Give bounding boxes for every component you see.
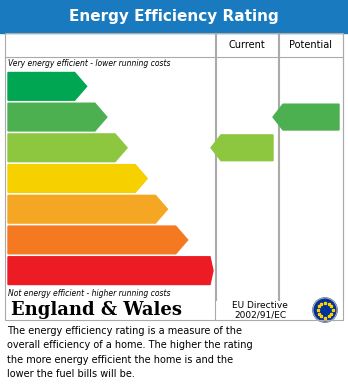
Text: A: A: [73, 80, 82, 93]
Text: EU Directive: EU Directive: [232, 301, 288, 310]
Polygon shape: [211, 135, 273, 161]
Text: G: G: [199, 264, 209, 277]
Text: (39-54): (39-54): [11, 205, 40, 214]
Text: Energy Efficiency Rating: Energy Efficiency Rating: [69, 9, 279, 24]
Text: Very energy efficient - lower running costs: Very energy efficient - lower running co…: [8, 59, 171, 68]
Text: Current: Current: [229, 40, 266, 50]
Text: (81-91): (81-91): [11, 113, 40, 122]
Bar: [5, 300, 343, 320]
Polygon shape: [8, 165, 147, 192]
Text: Not energy efficient - higher running costs: Not energy efficient - higher running co…: [8, 289, 171, 298]
Text: B: B: [93, 111, 103, 124]
Polygon shape: [8, 134, 127, 161]
Text: Potential: Potential: [290, 40, 332, 50]
Text: C: C: [113, 141, 122, 154]
Polygon shape: [273, 104, 339, 130]
Text: E: E: [154, 203, 163, 216]
Text: The energy efficiency rating is a measure of the
overall efficiency of a home. T: The energy efficiency rating is a measur…: [7, 326, 253, 379]
Text: England & Wales: England & Wales: [11, 301, 182, 319]
Text: F: F: [174, 233, 183, 246]
Text: (69-80): (69-80): [11, 143, 40, 152]
Bar: [0, 0, 348, 33]
Text: (1-20): (1-20): [11, 266, 35, 275]
Text: (21-38): (21-38): [11, 235, 40, 244]
Polygon shape: [8, 257, 213, 285]
Polygon shape: [8, 196, 167, 223]
Polygon shape: [8, 103, 107, 131]
Polygon shape: [8, 226, 188, 254]
Text: D: D: [133, 172, 143, 185]
Text: (92-100): (92-100): [11, 82, 45, 91]
Bar: [5, 33, 343, 300]
Bar: [5, 33, 343, 320]
Text: (55-68): (55-68): [11, 174, 40, 183]
Polygon shape: [8, 72, 87, 100]
Text: 82: 82: [306, 110, 326, 124]
Text: 75: 75: [242, 141, 262, 155]
Circle shape: [313, 298, 337, 322]
Text: 2002/91/EC: 2002/91/EC: [234, 310, 286, 319]
